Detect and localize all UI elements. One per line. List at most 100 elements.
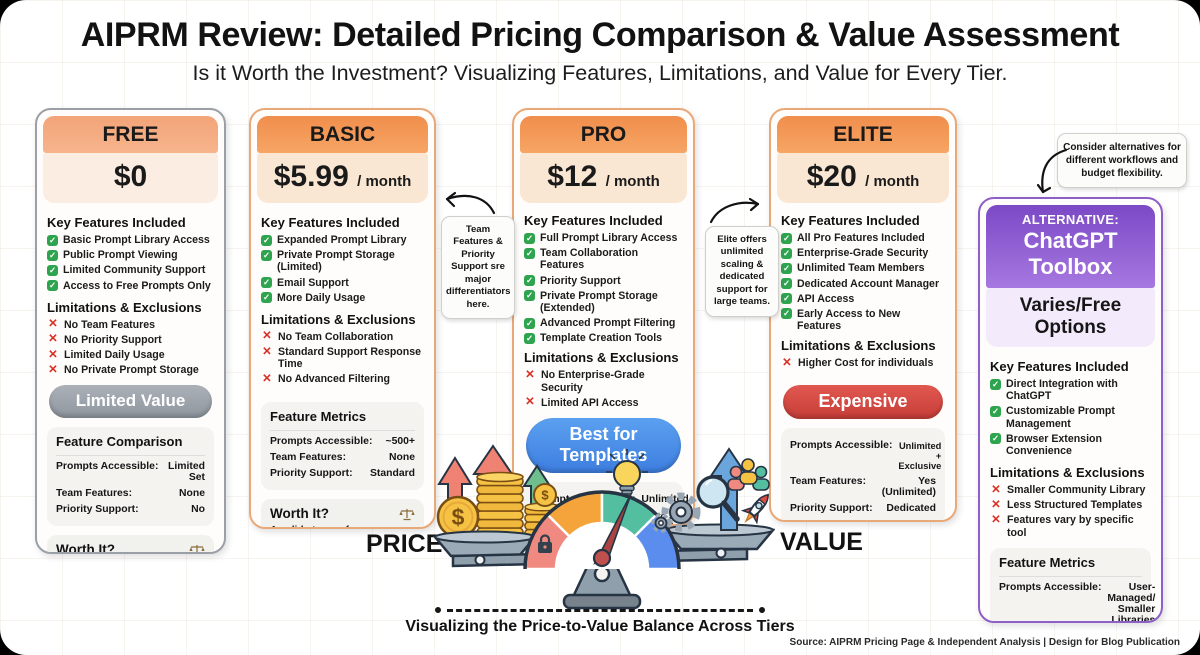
- price-amount: $0: [113, 160, 148, 193]
- metric-row: Prompts Accessible: Unlimited + Exclusive: [790, 440, 941, 471]
- feature-item: Template Creation Tools: [524, 332, 683, 344]
- limitation-item: Limited Daily Usage: [47, 349, 214, 361]
- limitations-list: No Team Features No Priority Support Lim…: [47, 319, 214, 377]
- limitations-list: No Team Collaboration Standard Support R…: [261, 331, 424, 386]
- features-list: Expanded Prompt Library Private Prompt S…: [261, 234, 424, 304]
- check-icon: [261, 277, 272, 289]
- feature-text: Expanded Prompt Library: [277, 234, 407, 246]
- tier-price-free: $0: [43, 153, 218, 203]
- worth-text: A solid step up for individuals needing …: [270, 524, 415, 527]
- check-icon: [47, 249, 58, 261]
- features-list: All Pro Features Included Enterprise-Gra…: [781, 232, 945, 332]
- feature-text: Unlimited Team Members: [797, 262, 925, 275]
- x-icon: [47, 350, 59, 361]
- worth-heading: Worth It?: [56, 542, 115, 554]
- svg-text:$: $: [452, 504, 465, 530]
- annotation-basic-pro: Team Features & Priority Support sre maj…: [441, 216, 515, 320]
- price-label: PRICE: [366, 530, 443, 558]
- metrics-title: Feature Comparison: [56, 434, 205, 457]
- x-icon: [524, 370, 536, 381]
- metric-label: Team Features:: [270, 451, 347, 463]
- people-icon: [727, 458, 770, 491]
- feature-text: Private Prompt Storage (Extended): [540, 289, 658, 314]
- limitation-item: No Private Prompt Storage: [47, 364, 214, 376]
- metric-label: Prompts Accessible:: [999, 581, 1102, 593]
- limitation-item: No Advanced Filtering: [261, 373, 424, 385]
- arrow-to-alternative: [1036, 148, 1068, 194]
- dollar-coin-icon: $ $: [436, 483, 557, 539]
- feature-item: Direct Integration with ChatGPT: [990, 378, 1151, 402]
- illustration-caption: Visualizing the Price-to-Value Balance A…: [405, 618, 795, 635]
- metric-value: Unlimited + Exclusive: [898, 441, 942, 472]
- feature-text: Customizable Prompt Management: [1006, 405, 1115, 430]
- feature-item: Email Support: [261, 277, 424, 289]
- page-title: AIPRM Review: Detailed Pricing Compariso…: [80, 16, 1120, 54]
- value-badge-elite: Expensive: [783, 385, 943, 420]
- tier-price-alternative: Varies/Free Options: [986, 288, 1155, 347]
- x-icon: [781, 358, 793, 369]
- scale-pan-left: [432, 530, 538, 558]
- feature-item: Browser Extension Convenience: [990, 433, 1151, 457]
- limitation-text: No Advanced Filtering: [278, 373, 391, 386]
- feature-text: Limited Community Support: [63, 264, 206, 277]
- tier-price-basic: $5.99 / month: [257, 153, 428, 203]
- check-icon: [781, 262, 792, 274]
- metric-value: Unlimited: [641, 493, 689, 505]
- limitation-text: No Team Features: [64, 318, 156, 331]
- features-heading: Key Features Included: [990, 359, 1129, 374]
- feature-text: All Pro Features Included: [797, 232, 925, 244]
- check-icon: [781, 278, 792, 290]
- check-icon: [524, 317, 535, 329]
- feature-text: Team Collaboration Features: [540, 247, 639, 272]
- feature-item: Unlimited Team Members: [781, 262, 945, 274]
- x-icon: [990, 485, 1002, 496]
- rocket-icon: [740, 493, 769, 525]
- x-icon: [47, 334, 59, 345]
- limitations-list: Higher Cost for individuals: [781, 357, 945, 369]
- limitation-item: Smaller Community Library: [990, 484, 1151, 496]
- limitations-heading: Limitations & Exclusions: [47, 299, 202, 315]
- magnifier-icon: [696, 475, 740, 522]
- limitation-text: No Team Collaboration: [278, 330, 394, 343]
- metric-row: Prompts Accessible: User-Managed/ Smaller…: [999, 581, 1155, 621]
- limitation-text: Standard Support Response Time: [278, 346, 422, 371]
- metric-row: Team Features: None: [56, 488, 205, 499]
- feature-item: Enterprise-Grade Security: [781, 247, 945, 259]
- price-period: / month: [357, 173, 412, 190]
- feature-item: Basic Prompt Library Access: [47, 234, 214, 246]
- features-list: Basic Prompt Library Access Public Promp…: [47, 234, 214, 292]
- feature-text: Direct Integration with ChatGPT: [1006, 378, 1118, 403]
- feature-item: Dedicated Account Manager: [781, 278, 945, 290]
- limitation-text: Less Structured Templates: [1007, 499, 1143, 512]
- feature-text: Access to Free Prompts Only: [63, 279, 211, 292]
- limitations-heading: Limitations & Exclusions: [524, 350, 679, 366]
- features-heading: Key Features Included: [47, 215, 186, 230]
- metrics-box-basic: Feature Metrics Prompts Accessible: ~500+…: [261, 401, 424, 490]
- metric-row: Team Features: Yes (Unlimited): [790, 476, 936, 498]
- pricing-card-basic: BASIC $5.99 / month Key Features Include…: [249, 108, 436, 529]
- feature-item: Expanded Prompt Library: [261, 234, 424, 246]
- annotation-alternative: Consider alternatives for different work…: [1057, 133, 1187, 188]
- x-icon: [261, 347, 273, 358]
- metrics-box-alternative: Feature Metrics Prompts Accessible: User-…: [990, 547, 1155, 621]
- check-icon: [261, 234, 272, 246]
- feature-item: More Daily Usage: [261, 292, 424, 304]
- limitation-text: Higher Cost for individuals: [798, 357, 934, 370]
- metric-value: None: [179, 488, 205, 500]
- feature-text: Dedicated Account Manager: [797, 277, 940, 290]
- check-icon: [524, 232, 535, 244]
- feature-item: All Pro Features Included: [781, 232, 945, 244]
- arrow-to-elite: [709, 197, 760, 224]
- metric-row: Priority Support: Standard: [270, 468, 415, 479]
- worth-box-free: Worth It? For beginners testing the wate…: [47, 535, 214, 554]
- check-icon: [47, 280, 58, 292]
- metric-label: Priority Support:: [790, 503, 873, 515]
- metric-label: Prompts Accessible:: [56, 461, 159, 473]
- value-label: VALUE: [780, 528, 863, 556]
- limitation-item: No Enterprise-Grade Security: [524, 369, 683, 393]
- arrow-to-basic: [445, 191, 496, 215]
- limitation-text: No Private Prompt Storage: [64, 364, 199, 377]
- pricing-card-free: FREE $0 Key Features Included Basic Prom…: [35, 108, 226, 554]
- limitation-text: Limited API Access: [541, 396, 639, 409]
- check-icon: [781, 308, 792, 320]
